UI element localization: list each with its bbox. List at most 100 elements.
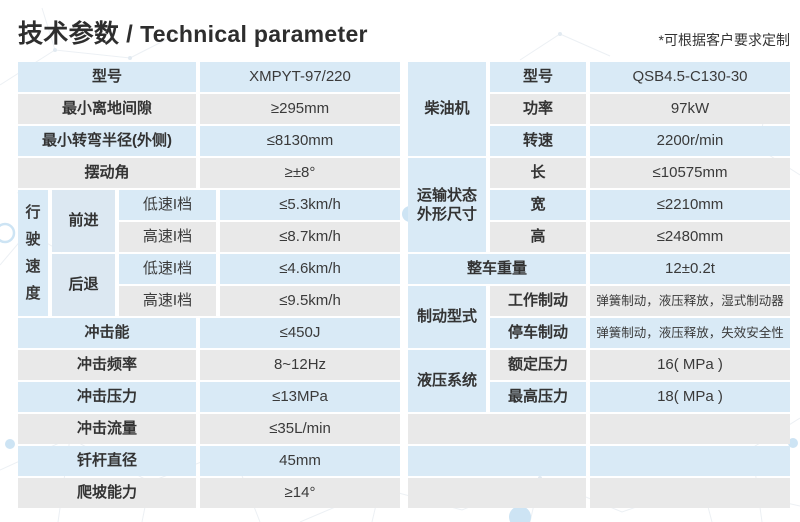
empty-row bbox=[408, 478, 790, 508]
customization-note: *可根据客户要求定制 bbox=[658, 32, 790, 48]
length-label: 长 bbox=[490, 158, 586, 188]
dimension-value-column: ≤10575mm ≤2210mm ≤2480mm bbox=[590, 158, 790, 252]
empty-cell bbox=[590, 446, 790, 476]
impact-energy-label: 冲击能 bbox=[18, 318, 196, 348]
empty-cell bbox=[408, 478, 586, 508]
turning-radius-value: ≤8130mm bbox=[200, 126, 400, 156]
engine-model-label: 型号 bbox=[490, 62, 586, 92]
max-pressure-value: 18( MPa ) bbox=[590, 382, 790, 412]
page-header: 技术参数 / Technical parameter *可根据客户要求定制 bbox=[18, 14, 790, 50]
max-pressure-label: 最高压力 bbox=[490, 382, 586, 412]
total-weight-label: 整车重量 bbox=[408, 254, 586, 284]
hydraulic-name-column: 额定压力 最高压力 bbox=[490, 350, 586, 412]
reverse-low-gear-label: 低速I档 bbox=[119, 254, 216, 284]
diesel-value-column: QSB4.5-C130-30 97kW 2200r/min bbox=[590, 62, 790, 156]
impact-pressure-value: ≤13MPa bbox=[200, 382, 400, 412]
ground-clearance-row: 最小离地间隙 ≥295mm bbox=[18, 94, 400, 124]
swing-angle-row: 摆动角 ≥±8° bbox=[18, 158, 400, 188]
width-label: 宽 bbox=[490, 190, 586, 220]
empty-row bbox=[408, 414, 790, 444]
brake-value-column: 弹簧制动，液压释放，湿式制动器 弹簧制动，液压释放，失效安全性 bbox=[590, 286, 790, 348]
hydraulic-system-section: 液压系统 额定压力 最高压力 16( MPa ) 18( MPa ) bbox=[408, 350, 790, 412]
title-chinese: 技术参数 bbox=[18, 20, 120, 48]
total-weight-row: 整车重量 12±0.2t bbox=[408, 254, 790, 284]
spec-tables: 型号 XMPYT-97/220 最小离地间隙 ≥295mm 最小转弯半径(外侧)… bbox=[18, 62, 790, 508]
forward-high-gear-label: 高速I档 bbox=[119, 222, 216, 252]
forward-low-gear-value: ≤5.3km/h bbox=[220, 190, 400, 220]
width-value: ≤2210mm bbox=[590, 190, 790, 220]
impact-pressure-label: 冲击压力 bbox=[18, 382, 196, 412]
gradeability-value: ≥14° bbox=[200, 478, 400, 508]
impact-energy-value: ≤450J bbox=[200, 318, 400, 348]
transport-dimensions-section: 运输状态 外形尺寸 长 宽 高 ≤10575mm ≤2210mm ≤2480mm bbox=[408, 158, 790, 252]
engine-power-value: 97kW bbox=[590, 94, 790, 124]
brake-type-section: 制动型式 工作制动 停车制动 弹簧制动，液压释放，湿式制动器 弹簧制动，液压释放… bbox=[408, 286, 790, 348]
length-value: ≤10575mm bbox=[590, 158, 790, 188]
transport-dimensions-label: 运输状态 外形尺寸 bbox=[408, 158, 486, 252]
diesel-engine-label: 柴油机 bbox=[408, 62, 486, 156]
forward-low-gear-label: 低速I档 bbox=[119, 190, 216, 220]
height-value: ≤2480mm bbox=[590, 222, 790, 252]
parking-brake-value: 弹簧制动，液压释放，失效安全性 bbox=[590, 318, 790, 348]
direction-column: 前进 后退 bbox=[52, 190, 115, 316]
left-spec-table: 型号 XMPYT-97/220 最小离地间隙 ≥295mm 最小转弯半径(外侧)… bbox=[18, 62, 400, 508]
gradeability-row: 爬坡能力 ≥14° bbox=[18, 478, 400, 508]
speed-value-column: ≤5.3km/h ≤8.7km/h ≤4.6km/h ≤9.5km/h bbox=[220, 190, 400, 316]
empty-cell bbox=[408, 446, 586, 476]
reverse-high-gear-label: 高速I档 bbox=[119, 286, 216, 316]
brake-name-column: 工作制动 停车制动 bbox=[490, 286, 586, 348]
engine-speed-label: 转速 bbox=[490, 126, 586, 156]
turning-radius-label: 最小转弯半径(外侧) bbox=[18, 126, 196, 156]
title-separator: / bbox=[119, 21, 141, 48]
drill-rod-diameter-label: 钎杆直径 bbox=[18, 446, 196, 476]
swing-angle-label: 摆动角 bbox=[18, 158, 196, 188]
hydraulic-value-column: 16( MPa ) 18( MPa ) bbox=[590, 350, 790, 412]
model-row: 型号 XMPYT-97/220 bbox=[18, 62, 400, 92]
drill-rod-diameter-value: 45mm bbox=[200, 446, 400, 476]
page-title: 技术参数 / Technical parameter bbox=[18, 14, 368, 50]
empty-cell bbox=[408, 414, 586, 444]
ground-clearance-value: ≥295mm bbox=[200, 94, 400, 124]
reverse-low-gear-value: ≤4.6km/h bbox=[220, 254, 400, 284]
service-brake-value: 弹簧制动，液压释放，湿式制动器 bbox=[590, 286, 790, 316]
impact-flow-label: 冲击流量 bbox=[18, 414, 196, 444]
impact-frequency-value: 8~12Hz bbox=[200, 350, 400, 380]
impact-frequency-row: 冲击频率 8~12Hz bbox=[18, 350, 400, 380]
rated-pressure-value: 16( MPa ) bbox=[590, 350, 790, 380]
ground-clearance-label: 最小离地间隙 bbox=[18, 94, 196, 124]
rated-pressure-label: 额定压力 bbox=[490, 350, 586, 380]
impact-frequency-label: 冲击频率 bbox=[18, 350, 196, 380]
turning-radius-row: 最小转弯半径(外侧) ≤8130mm bbox=[18, 126, 400, 156]
drill-rod-diameter-row: 钎杆直径 45mm bbox=[18, 446, 400, 476]
parking-brake-label: 停车制动 bbox=[490, 318, 586, 348]
engine-power-label: 功率 bbox=[490, 94, 586, 124]
travel-speed-section: 行驶速度 前进 后退 低速I档 高速I档 低速I档 高速I档 ≤5.3km/h … bbox=[18, 190, 400, 316]
travel-speed-label-text: 行驶速度 bbox=[25, 204, 41, 302]
travel-speed-label: 行驶速度 bbox=[18, 190, 48, 316]
engine-speed-value: 2200r/min bbox=[590, 126, 790, 156]
brake-type-label: 制动型式 bbox=[408, 286, 486, 348]
impact-flow-value: ≤35L/min bbox=[200, 414, 400, 444]
empty-row bbox=[408, 446, 790, 476]
swing-angle-value: ≥±8° bbox=[200, 158, 400, 188]
empty-cell bbox=[590, 414, 790, 444]
title-english: Technical parameter bbox=[140, 21, 368, 47]
right-spec-table: 柴油机 型号 功率 转速 QSB4.5-C130-30 97kW 2200r/m… bbox=[408, 62, 790, 508]
diesel-name-column: 型号 功率 转速 bbox=[490, 62, 586, 156]
hydraulic-system-label: 液压系统 bbox=[408, 350, 486, 412]
gradeability-label: 爬坡能力 bbox=[18, 478, 196, 508]
model-value: XMPYT-97/220 bbox=[200, 62, 400, 92]
reverse-label: 后退 bbox=[52, 254, 115, 316]
total-weight-value: 12±0.2t bbox=[590, 254, 790, 284]
service-brake-label: 工作制动 bbox=[490, 286, 586, 316]
impact-pressure-row: 冲击压力 ≤13MPa bbox=[18, 382, 400, 412]
diesel-engine-section: 柴油机 型号 功率 转速 QSB4.5-C130-30 97kW 2200r/m… bbox=[408, 62, 790, 156]
impact-flow-row: 冲击流量 ≤35L/min bbox=[18, 414, 400, 444]
empty-cell bbox=[590, 478, 790, 508]
forward-high-gear-value: ≤8.7km/h bbox=[220, 222, 400, 252]
reverse-high-gear-value: ≤9.5km/h bbox=[220, 286, 400, 316]
forward-label: 前进 bbox=[52, 190, 115, 252]
gear-column: 低速I档 高速I档 低速I档 高速I档 bbox=[119, 190, 216, 316]
height-label: 高 bbox=[490, 222, 586, 252]
